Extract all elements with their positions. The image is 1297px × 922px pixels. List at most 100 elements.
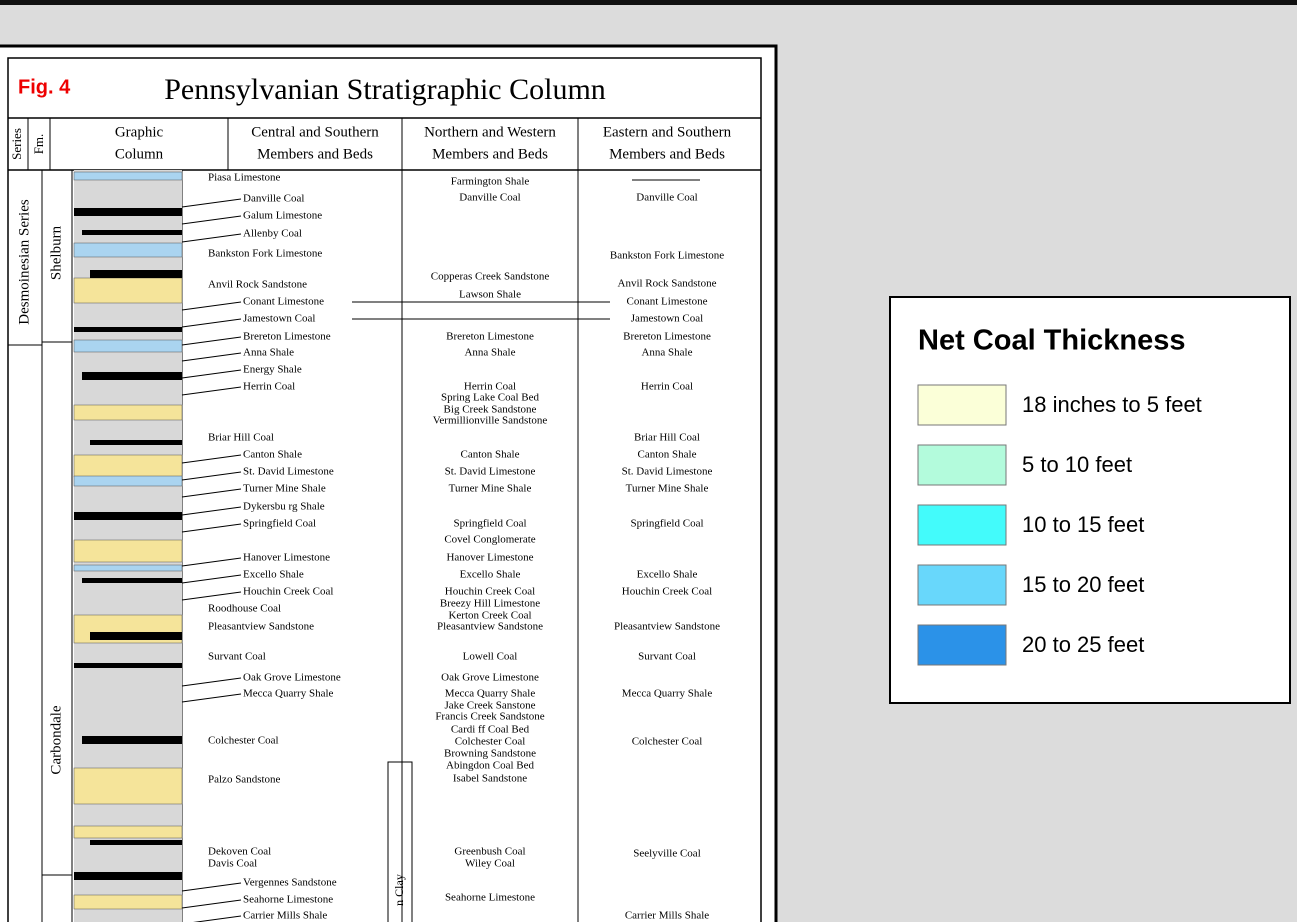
formation-name: n Clay (392, 874, 406, 906)
central-member: St. David Limestone (243, 466, 334, 478)
eastern-member: Mecca Quarry Shale (622, 688, 713, 700)
coal (74, 208, 182, 216)
legend-swatch (918, 445, 1006, 485)
central-member: Allenby Coal (243, 228, 302, 240)
legend-label: 18 inches to 5 feet (1022, 392, 1202, 417)
central-member: Carrier Mills Shale (243, 910, 327, 922)
northern-member: Covel Conglomerate (444, 534, 535, 546)
coal (82, 578, 182, 583)
central-member: Herrin Coal (243, 381, 295, 393)
legend-label: 5 to 10 feet (1022, 452, 1132, 477)
central-member: Palzo Sandstone (208, 774, 281, 786)
header-central: Members and Beds (257, 146, 373, 162)
legend-label: 20 to 25 feet (1022, 632, 1144, 657)
central-member: Piasa Limestone (208, 172, 281, 184)
eastern-member: Survant Coal (638, 651, 696, 663)
layer (74, 455, 182, 477)
northern-member: Browning Sandstone (444, 748, 536, 760)
central-member: Roodhouse Coal (208, 603, 281, 615)
legend-label: 15 to 20 feet (1022, 572, 1144, 597)
northern-member: Isabel Sandstone (453, 773, 527, 785)
layer (74, 540, 182, 562)
eastern-member: St. David Limestone (622, 466, 713, 478)
northern-member: Colchester Coal (455, 736, 526, 748)
eastern-member: Bankston Fork Limestone (610, 250, 724, 262)
northern-member: Mecca Quarry Shale (445, 688, 536, 700)
header-formation: Fm. (31, 134, 46, 155)
central-member: Seahorne Limestone (243, 894, 333, 906)
eastern-member: Anvil Rock Sandstone (618, 278, 717, 290)
northern-member: Anna Shale (464, 347, 515, 359)
northern-member: Hanover Limestone (446, 552, 533, 564)
northern-member: Breezy Hill Limestone (440, 598, 540, 610)
northern-member: Brereton Limestone (446, 331, 534, 343)
northern-member: Oak Grove Limestone (441, 672, 539, 684)
layer (74, 405, 182, 420)
northern-member: Danville Coal (459, 192, 520, 204)
central-member: Danville Coal (243, 193, 304, 205)
graphic-column (74, 170, 182, 922)
central-member: Jamestown Coal (243, 313, 315, 325)
central-member: Pleasantview Sandstone (208, 621, 314, 633)
coal (82, 230, 182, 235)
legend-swatch (918, 505, 1006, 545)
northern-member: Copperas Creek Sandstone (431, 271, 550, 283)
legend-swatch (918, 625, 1006, 665)
layer (74, 895, 182, 909)
header-eastern: Eastern and Southern (603, 124, 732, 140)
central-member: Brereton Limestone (243, 331, 331, 343)
central-member: Galum Limestone (243, 210, 322, 222)
central-member: Dekoven Coal (208, 846, 271, 858)
header-series: Series (9, 128, 24, 160)
coal (90, 632, 182, 640)
coal (82, 736, 182, 744)
coal (82, 372, 182, 380)
header-central: Central and Southern (251, 124, 379, 140)
eastern-member: Canton Shale (638, 449, 697, 461)
central-member: Colchester Coal (208, 735, 279, 747)
central-member: Survant Coal (208, 651, 266, 663)
eastern-member: Anna Shale (641, 347, 692, 359)
eastern-member: Turner Mine Shale (626, 483, 709, 495)
formation-name: Shelburn (48, 225, 64, 280)
coal (74, 512, 182, 520)
coal (90, 440, 182, 445)
northern-member: Pleasantview Sandstone (437, 621, 543, 633)
central-member: Mecca Quarry Shale (243, 688, 334, 700)
fig-label: Fig. 4 (18, 76, 71, 98)
central-member: Anna Shale (243, 347, 294, 359)
eastern-member: Brereton Limestone (623, 331, 711, 343)
coal (74, 327, 182, 332)
legend-title: Net Coal Thickness (918, 325, 1186, 357)
coal (74, 872, 182, 880)
eastern-member: Colchester Coal (632, 736, 703, 748)
northern-member: Canton Shale (461, 449, 520, 461)
eastern-member: Springfield Coal (630, 518, 703, 530)
eastern-member: Pleasantview Sandstone (614, 621, 720, 633)
header-northern: Northern and Western (424, 124, 556, 140)
coal (90, 270, 182, 278)
series-name: Desmoinesian Series (16, 199, 32, 325)
northern-member: Spring Lake Coal Bed (441, 392, 540, 404)
layer (74, 172, 182, 180)
northern-member: Cardi ff Coal Bed (451, 724, 530, 736)
coal (90, 840, 182, 845)
central-member: Oak Grove Limestone (243, 672, 341, 684)
header-northern: Members and Beds (432, 146, 548, 162)
northern-member: Lawson Shale (459, 289, 521, 301)
eastern-member: Houchin Creek Coal (622, 586, 712, 598)
layer (74, 476, 182, 486)
northern-member: Greenbush Coal (454, 846, 525, 858)
eastern-member: Seelyville Coal (633, 848, 701, 860)
northern-member: St. David Limestone (445, 466, 536, 478)
eastern-member: Danville Coal (636, 192, 697, 204)
header-graphic: Column (115, 146, 164, 162)
central-member: Dykersbu rg Shale (243, 501, 325, 513)
northern-member: Seahorne Limestone (445, 892, 535, 904)
eastern-member: Herrin Coal (641, 381, 693, 393)
layer (74, 243, 182, 257)
northern-member: Houchin Creek Coal (445, 586, 535, 598)
header-graphic: Graphic (115, 124, 164, 140)
central-member: Houchin Creek Coal (243, 586, 333, 598)
eastern-member: Excello Shale (637, 569, 698, 581)
